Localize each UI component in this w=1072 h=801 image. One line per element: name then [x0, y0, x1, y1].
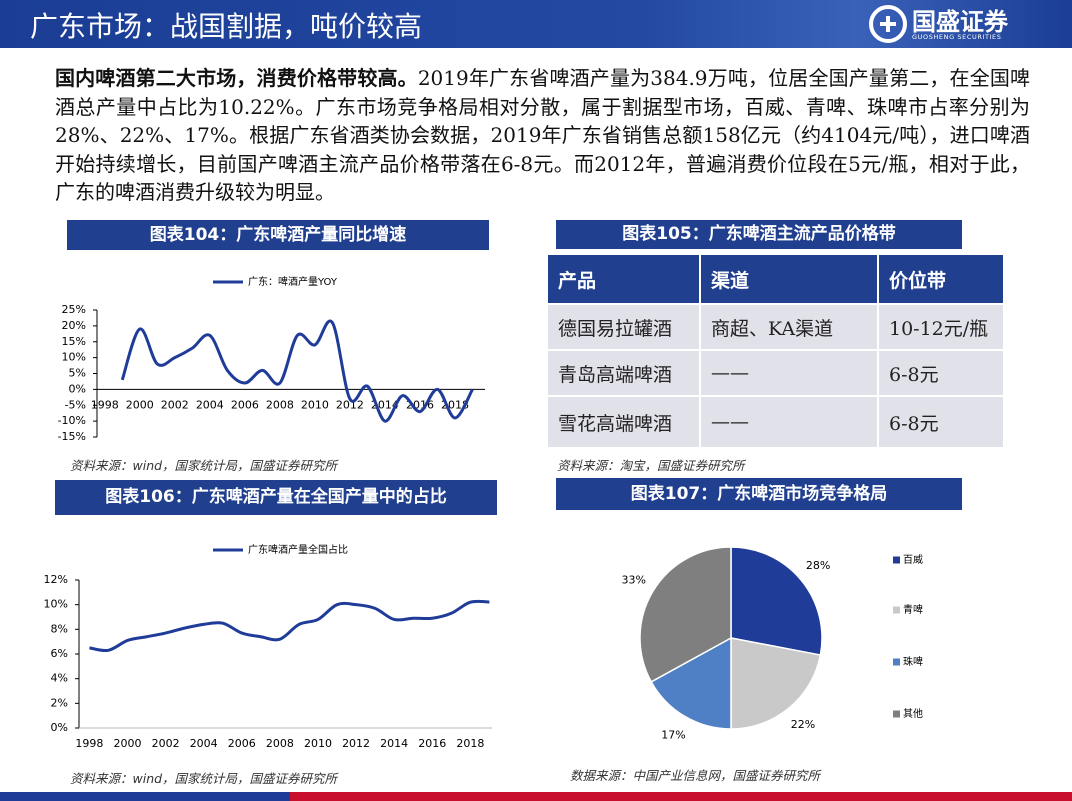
y-tick-label: 2%: [51, 696, 68, 709]
source-note: 资料来源：淘宝，国盛证券研究所: [557, 458, 745, 473]
cell: 青岛高端啤酒: [548, 349, 701, 396]
x-tick-label: 1998: [91, 398, 119, 411]
legend-label: 广东啤酒产量全国占比: [248, 543, 348, 556]
body-text: 2019年广东省啤酒产量为384.9万吨，位居全国产量第二，在全国啤酒总产量中占…: [55, 66, 1031, 204]
header-title: 广东市场：战国割据，吨价较高: [30, 10, 423, 43]
pie-slice: [639, 546, 732, 683]
body-paragraph: 国内啤酒第二大市场，消费价格带较高。2019年广东省啤酒产量为384.9万吨，位…: [55, 64, 1030, 207]
source-note: 资料来源：wind，国家统计局，国盛证券研究所: [70, 458, 338, 473]
x-tick-label: 2014: [380, 737, 408, 750]
legend-label: 广东：啤酒产量YOY: [248, 275, 338, 288]
figure-title: 图表106：广东啤酒产量在全国产量中的占比: [55, 480, 497, 515]
x-tick-label: 2002: [152, 737, 180, 750]
line-series: [120, 319, 474, 423]
pie-slice: [730, 546, 823, 656]
cell: 雪花高端啤酒: [548, 395, 701, 447]
y-tick-label: 10%: [44, 598, 68, 611]
x-tick-label: 2000: [114, 737, 142, 750]
y-tick-label: 4%: [51, 672, 68, 685]
figure-title: 图表105：广东啤酒主流产品价格带: [556, 220, 962, 249]
footer-bar-red: [290, 792, 1072, 801]
x-tick-label: 2002: [161, 398, 189, 411]
legend-label: 其他: [903, 707, 923, 720]
x-tick-label: 2000: [126, 398, 154, 411]
figure-title: 图表104：广东啤酒产量同比增速: [67, 220, 489, 250]
price-table: 产品 渠道 价位带 德国易拉罐酒 商超、KA渠道 10-12元/瓶 青岛高端啤酒…: [548, 255, 1005, 447]
footer-bar-blue: [0, 792, 290, 801]
x-tick-label: 1998: [75, 737, 103, 750]
header-cell: 价位带: [878, 255, 1005, 304]
slice-label: 22%: [791, 718, 815, 731]
slice-label: 28%: [806, 559, 830, 572]
pie-slice: [730, 637, 822, 730]
x-tick-label: 2004: [196, 398, 224, 411]
y-tick-label: 0%: [51, 721, 68, 734]
y-tick-label: 6%: [51, 647, 68, 660]
table-row: 德国易拉罐酒 商超、KA渠道 10-12元/瓶: [548, 303, 1005, 350]
line-series: [89, 599, 490, 653]
slice-label: 33%: [622, 573, 646, 586]
x-tick-label: 2012: [336, 398, 364, 411]
y-tick-label: 0%: [69, 382, 86, 395]
x-tick-label: 2010: [304, 737, 332, 750]
cell: ——: [700, 349, 879, 396]
y-tick-label: -15%: [58, 430, 86, 443]
legend-label: 珠啤: [903, 655, 923, 668]
figure-title: 图表107：广东啤酒市场竞争格局: [556, 478, 962, 510]
y-tick-label: -10%: [58, 414, 86, 427]
legend-swatch: [893, 710, 900, 718]
source-note: 资料来源：wind，国家统计局，国盛证券研究所: [70, 771, 338, 786]
table-row: 青岛高端啤酒 —— 6-8元: [548, 349, 1005, 396]
cell: 6-8元: [878, 349, 1005, 396]
x-tick-label: 2016: [418, 737, 446, 750]
y-tick-label: 20%: [62, 319, 86, 332]
pie-slice: [650, 636, 732, 730]
y-tick-label: 15%: [62, 335, 86, 348]
header-cell: 产品: [548, 255, 701, 304]
header-bar: 广东市场：战国割据，吨价较高 国盛证券 GUOSHENG SECURITIES: [0, 0, 1072, 48]
x-tick-label: 2010: [301, 398, 329, 411]
y-tick-label: 10%: [62, 351, 86, 364]
legend-swatch: [893, 556, 900, 564]
x-tick-label: 2004: [190, 737, 218, 750]
y-tick-label: 25%: [62, 303, 86, 316]
x-tick-label: 2012: [342, 737, 370, 750]
x-tick-label: 2018: [456, 737, 484, 750]
logo-subtext: GUOSHENG SECURITIES: [912, 33, 1002, 41]
y-tick-label: 5%: [69, 367, 86, 380]
legend-swatch: [893, 658, 900, 666]
y-tick-label: -5%: [65, 398, 86, 411]
x-tick-label: 2006: [231, 398, 259, 411]
table-header: 产品 渠道 价位带: [548, 255, 1005, 304]
cell: ——: [700, 395, 879, 447]
header-cell: 渠道: [700, 255, 879, 304]
y-tick-label: 8%: [51, 622, 68, 635]
lead-text: 国内啤酒第二大市场，消费价格带较高。: [55, 66, 418, 90]
legend-label: 百威: [903, 553, 923, 566]
x-tick-label: 2008: [266, 398, 294, 411]
x-tick-label: 2008: [266, 737, 294, 750]
slice-label: 17%: [661, 728, 685, 741]
cell: 6-8元: [878, 395, 1005, 447]
x-tick-label: 2006: [228, 737, 256, 750]
legend-label: 青啤: [903, 603, 923, 616]
legend-swatch: [893, 606, 900, 614]
cell: 商超、KA渠道: [700, 303, 879, 350]
cell: 10-12元/瓶: [878, 303, 1005, 350]
logo-icon: [869, 5, 907, 43]
cell: 德国易拉罐酒: [548, 303, 701, 350]
table-row: 雪花高端啤酒 —— 6-8元: [548, 395, 1005, 447]
logo-text: 国盛证券: [912, 8, 1008, 36]
source-note: 数据来源：中国产业信息网，国盛证券研究所: [570, 768, 821, 783]
y-tick-label: 12%: [44, 573, 68, 586]
